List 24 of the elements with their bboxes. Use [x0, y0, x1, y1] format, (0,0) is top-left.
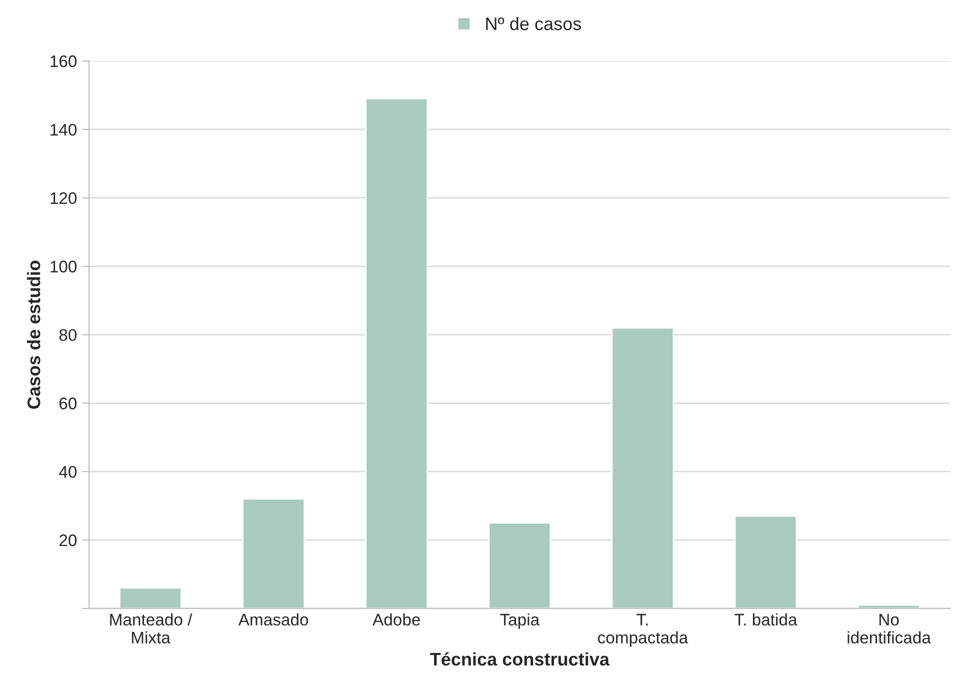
x-tick-label: T. batida — [734, 613, 798, 626]
x-tick-label: T. compactada — [598, 614, 688, 647]
x-tick-label: Manteado / Mixta — [110, 613, 192, 644]
legend-label: Nº de casos — [486, 16, 581, 30]
y-axis-title: Casos de estudio — [27, 260, 40, 409]
bar — [365, 98, 428, 608]
y-tick-label: 60 — [60, 398, 77, 410]
x-tick-label: Tapia — [500, 613, 540, 629]
y-tick-label: 40 — [59, 466, 77, 478]
y-tick-label: 100 — [50, 260, 77, 272]
x-tick-label: Amasado — [238, 613, 308, 626]
bar — [488, 522, 552, 608]
bar — [734, 515, 798, 608]
y-tick-label: 80 — [59, 329, 77, 341]
bar — [242, 498, 306, 608]
x-tick-label: No identificada — [848, 614, 931, 644]
y-tick-label: 140 — [50, 124, 77, 136]
y-tick-label: 20 — [60, 534, 77, 546]
y-tick-label: 160 — [50, 55, 77, 68]
y-tick-label: 120 — [50, 192, 77, 204]
x-tick-label: Adobe — [372, 613, 420, 626]
bar — [119, 587, 182, 608]
x-axis-title: Técnica constructiva — [430, 652, 610, 666]
bar — [611, 327, 674, 608]
